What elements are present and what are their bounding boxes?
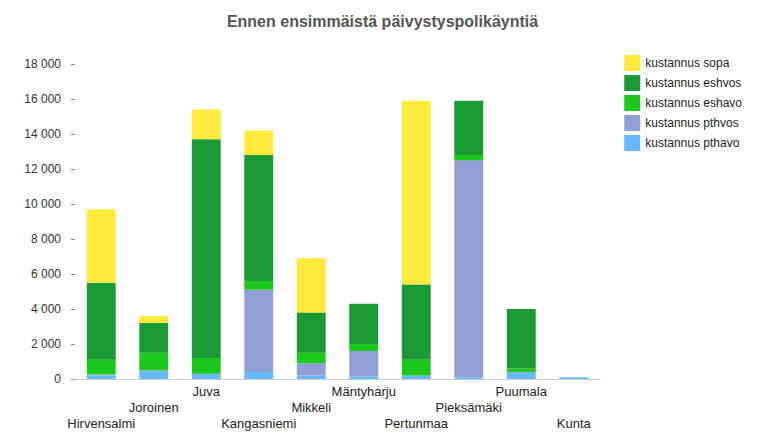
svg-text:Joroinen: Joroinen bbox=[129, 400, 179, 415]
svg-text:kustannus eshvos: kustannus eshvos bbox=[645, 76, 741, 90]
svg-text:Kunta: Kunta bbox=[557, 416, 592, 431]
svg-text:8 000: 8 000 bbox=[31, 232, 61, 246]
svg-text:Kangasniemi: Kangasniemi bbox=[221, 416, 296, 431]
svg-text:0: 0 bbox=[54, 372, 61, 386]
svg-text:Pertunmaa: Pertunmaa bbox=[384, 416, 448, 431]
svg-text:16 000: 16 000 bbox=[24, 92, 61, 106]
svg-text:Mikkeli: Mikkeli bbox=[291, 400, 331, 415]
svg-text:10 000: 10 000 bbox=[24, 197, 61, 211]
svg-text:2 000: 2 000 bbox=[31, 337, 61, 351]
svg-text:Hirvensalmi: Hirvensalmi bbox=[67, 416, 135, 431]
svg-text:Mäntyharju: Mäntyharju bbox=[332, 384, 396, 399]
svg-text:12 000: 12 000 bbox=[24, 162, 61, 176]
svg-text:14 000: 14 000 bbox=[24, 127, 61, 141]
svg-text:kustannus eshavo: kustannus eshavo bbox=[645, 96, 742, 110]
svg-text:kustannus pthvos: kustannus pthvos bbox=[645, 116, 738, 130]
svg-text:Ennen ensimmäistä päivystyspol: Ennen ensimmäistä päivystyspolikäyntiä bbox=[227, 13, 538, 30]
svg-text:18 000: 18 000 bbox=[24, 57, 61, 71]
svg-text:4 000: 4 000 bbox=[31, 302, 61, 316]
svg-text:Puumala: Puumala bbox=[496, 384, 548, 399]
svg-text:Pieksämäki: Pieksämäki bbox=[436, 400, 503, 415]
svg-text:Juva: Juva bbox=[193, 384, 221, 399]
svg-text:6 000: 6 000 bbox=[31, 267, 61, 281]
svg-text:kustannus pthavo: kustannus pthavo bbox=[645, 136, 739, 150]
svg-text:kustannus sopa: kustannus sopa bbox=[645, 56, 729, 70]
